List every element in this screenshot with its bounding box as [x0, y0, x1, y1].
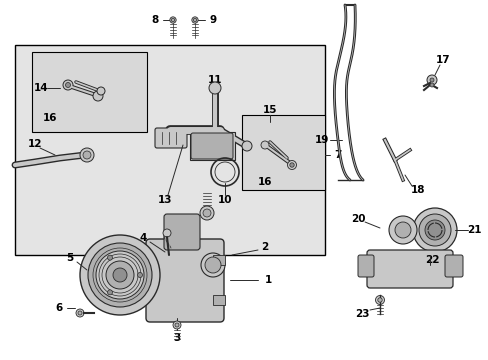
Text: 3: 3: [173, 333, 180, 343]
Circle shape: [78, 311, 82, 315]
Text: 22: 22: [424, 255, 438, 265]
Text: 14: 14: [34, 83, 48, 93]
Bar: [32, 52, 147, 132]
Circle shape: [388, 216, 416, 244]
FancyBboxPatch shape: [357, 255, 373, 277]
Circle shape: [107, 290, 112, 295]
Text: 20: 20: [350, 214, 365, 224]
Circle shape: [203, 209, 210, 217]
Bar: [190, 132, 235, 160]
Text: 17: 17: [435, 55, 449, 65]
Circle shape: [289, 163, 294, 167]
Circle shape: [287, 161, 296, 170]
Circle shape: [163, 229, 171, 237]
Circle shape: [96, 251, 143, 299]
Circle shape: [169, 17, 176, 23]
Text: 7: 7: [334, 150, 341, 160]
Text: 9: 9: [209, 15, 216, 25]
Circle shape: [191, 17, 198, 23]
Circle shape: [204, 257, 221, 273]
Text: 8: 8: [151, 15, 158, 25]
Circle shape: [418, 214, 450, 246]
Circle shape: [429, 83, 433, 87]
FancyBboxPatch shape: [163, 214, 200, 250]
Circle shape: [113, 268, 127, 282]
Circle shape: [375, 296, 384, 305]
Circle shape: [424, 220, 444, 240]
Text: 4: 4: [139, 233, 146, 243]
Text: 19: 19: [314, 135, 328, 145]
Circle shape: [377, 298, 382, 302]
Text: 5: 5: [66, 253, 74, 263]
Text: 15: 15: [262, 105, 277, 115]
Circle shape: [429, 78, 433, 82]
Circle shape: [80, 148, 94, 162]
Circle shape: [65, 82, 70, 87]
Text: 21: 21: [466, 225, 480, 235]
Circle shape: [426, 75, 436, 85]
Text: 1: 1: [264, 275, 271, 285]
Circle shape: [137, 273, 142, 278]
Circle shape: [193, 18, 196, 22]
Text: 6: 6: [55, 303, 62, 313]
Text: 16: 16: [42, 113, 57, 123]
Text: 10: 10: [217, 195, 232, 205]
Bar: [242, 115, 325, 190]
Circle shape: [173, 321, 181, 329]
Text: 18: 18: [410, 185, 425, 195]
Circle shape: [242, 141, 251, 151]
Circle shape: [107, 255, 112, 260]
Circle shape: [83, 151, 91, 159]
Bar: [213, 295, 224, 305]
Circle shape: [175, 323, 179, 327]
Circle shape: [93, 91, 103, 101]
Bar: [15, 45, 325, 255]
Text: 16: 16: [257, 177, 272, 187]
Bar: [213, 255, 224, 265]
Circle shape: [171, 18, 174, 22]
FancyBboxPatch shape: [146, 239, 224, 322]
Circle shape: [201, 253, 224, 277]
Text: 12: 12: [28, 139, 42, 149]
Circle shape: [106, 261, 134, 289]
FancyBboxPatch shape: [444, 255, 462, 277]
Circle shape: [394, 222, 410, 238]
Text: 11: 11: [207, 75, 222, 85]
Text: 2: 2: [261, 242, 268, 252]
Circle shape: [261, 141, 268, 149]
Circle shape: [412, 208, 456, 252]
Circle shape: [80, 235, 160, 315]
Text: 23: 23: [354, 309, 368, 319]
Circle shape: [88, 243, 152, 307]
Circle shape: [200, 206, 214, 220]
FancyBboxPatch shape: [191, 133, 232, 159]
Circle shape: [76, 309, 84, 317]
FancyBboxPatch shape: [366, 250, 452, 288]
Circle shape: [63, 80, 73, 90]
FancyBboxPatch shape: [155, 128, 186, 148]
Text: 13: 13: [158, 195, 172, 205]
Circle shape: [208, 82, 221, 94]
Circle shape: [97, 87, 105, 95]
